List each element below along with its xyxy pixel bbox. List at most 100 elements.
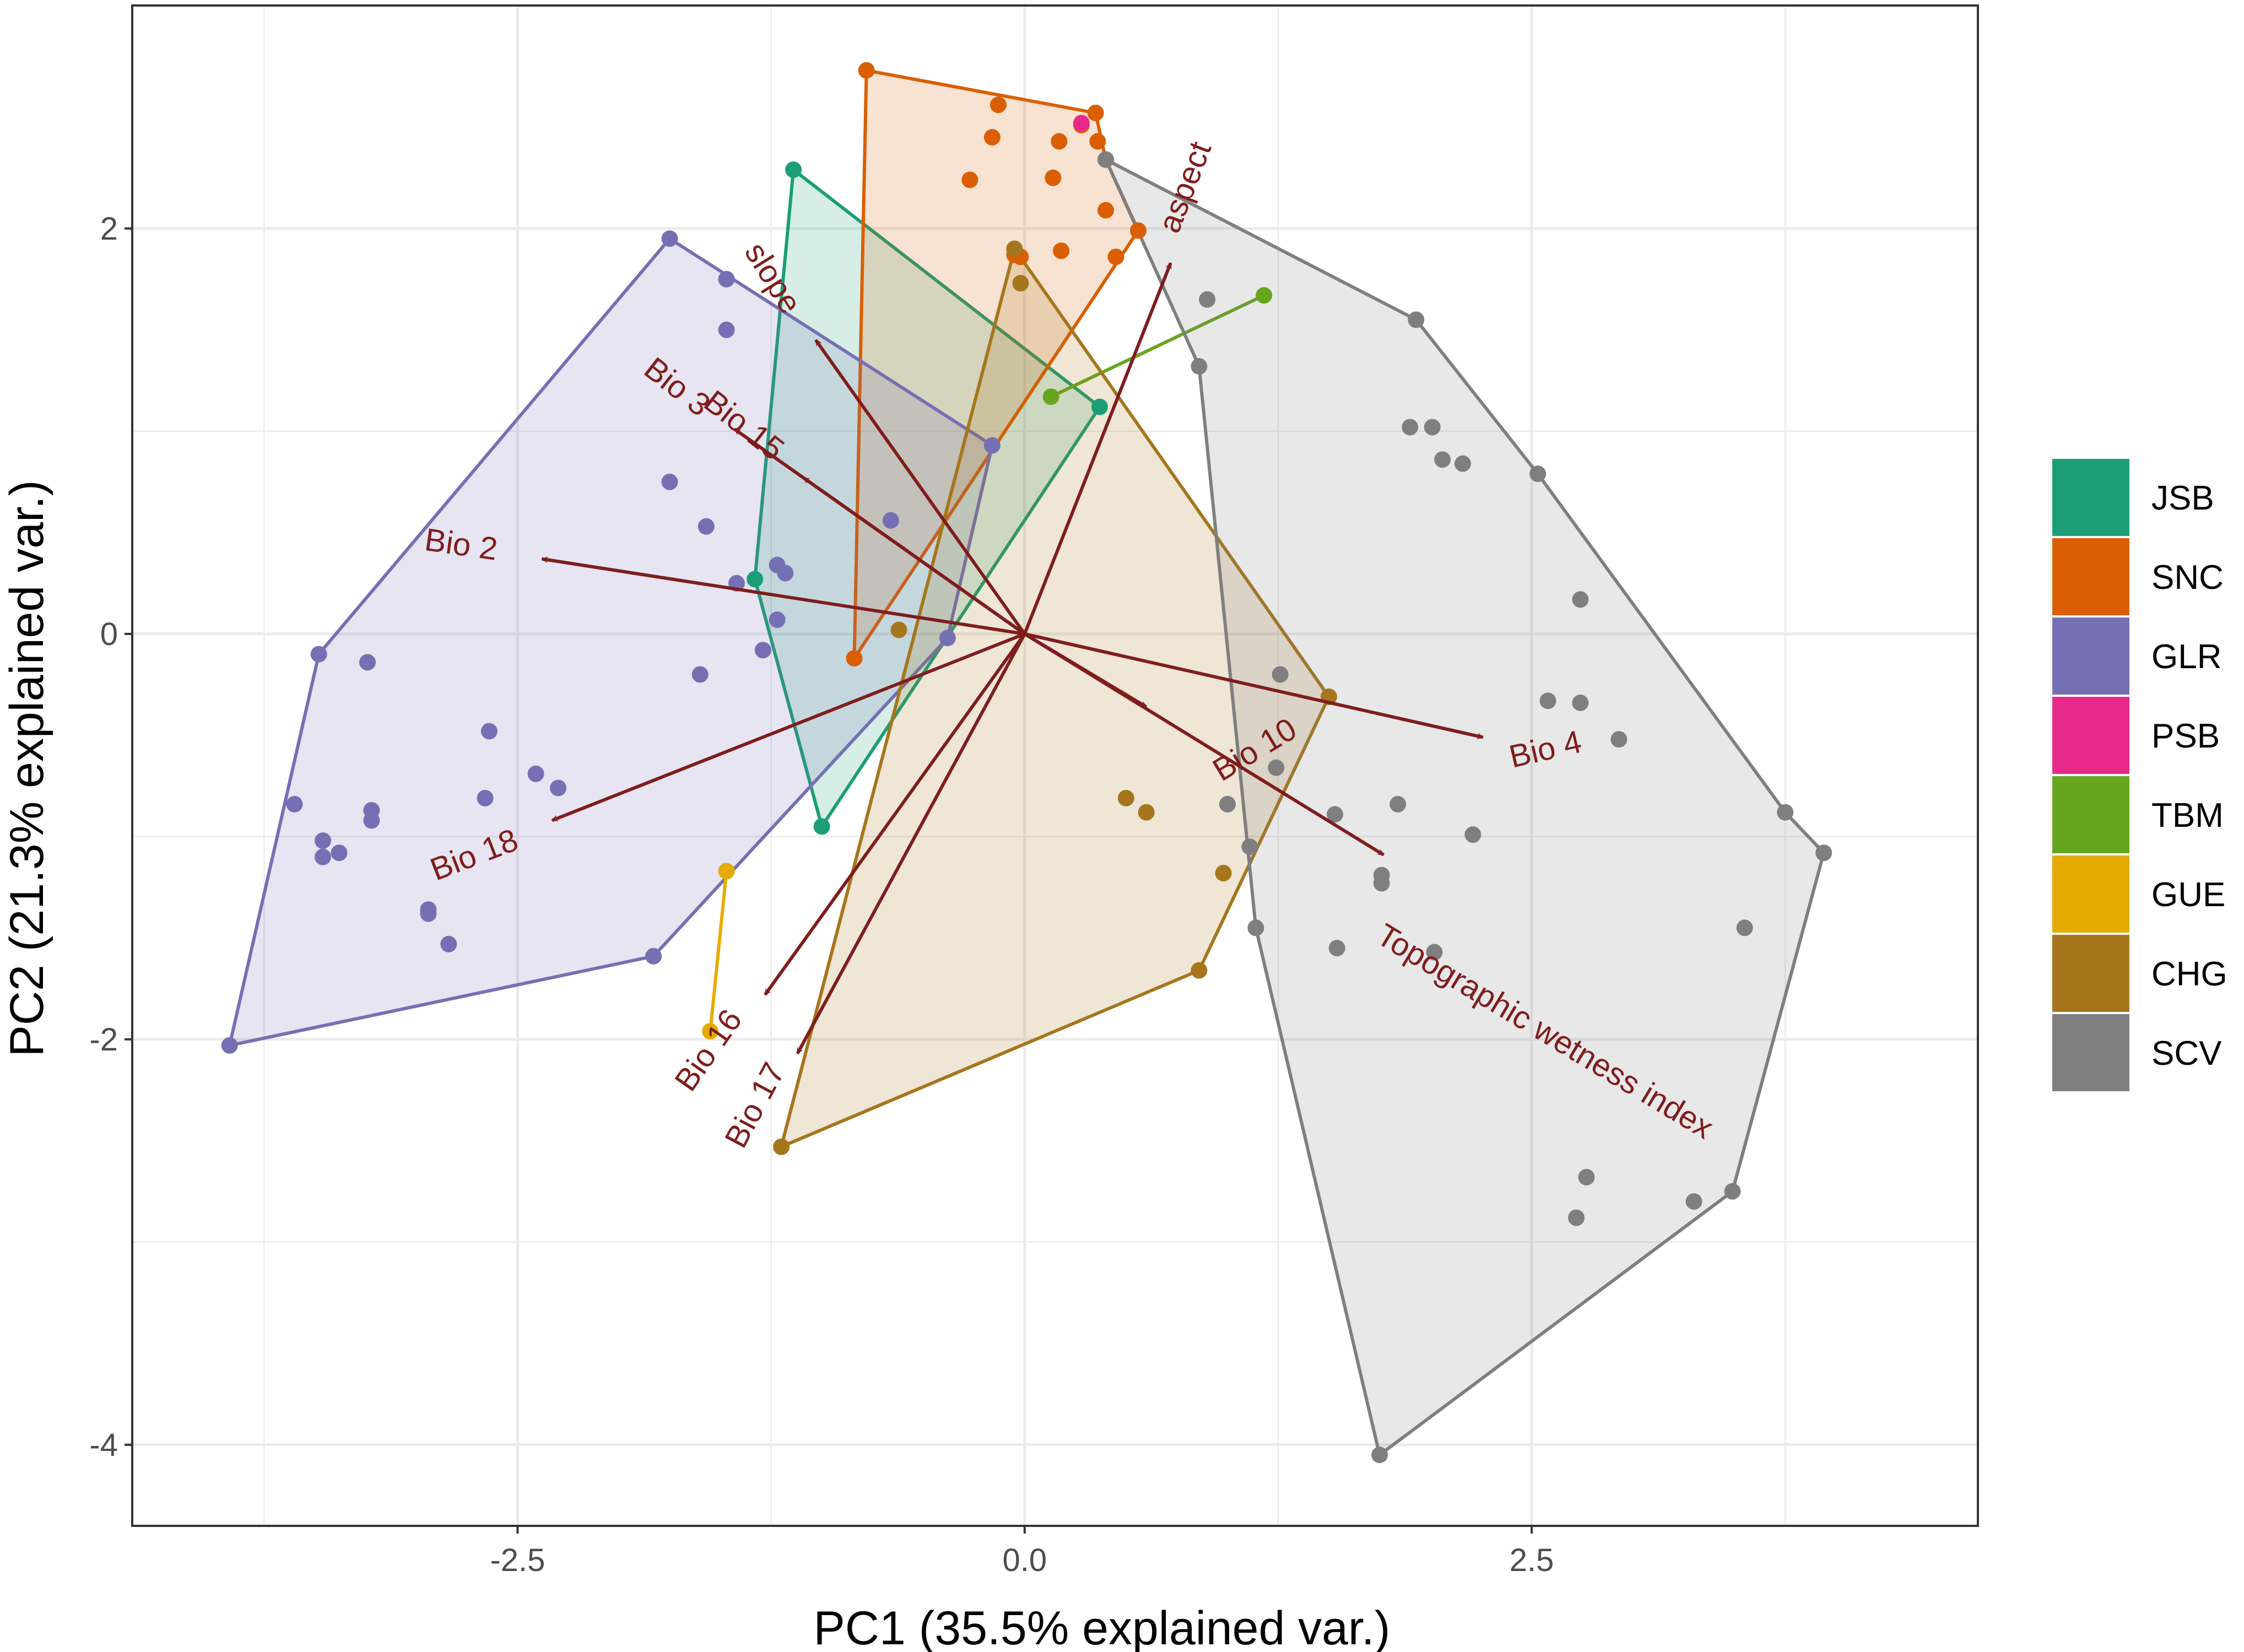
point-chg: [1006, 240, 1023, 257]
point-scv: [1241, 838, 1258, 855]
point-glr: [363, 812, 380, 829]
point-chg: [773, 1138, 790, 1155]
point-glr: [691, 666, 709, 683]
legend-key-tbm: [2052, 776, 2129, 853]
point-glr: [359, 654, 376, 671]
legend-key-jsb: [2052, 459, 2129, 536]
point-scv: [1529, 465, 1547, 483]
point-glr: [286, 795, 303, 813]
legend-key-gue: [2052, 855, 2129, 933]
point-gue: [718, 863, 735, 880]
grid: [132, 6, 1978, 1526]
hull-scv: [1104, 158, 1826, 1457]
y-tick-label: 0: [100, 616, 118, 652]
y-tick-label: 2: [100, 211, 118, 247]
point-scv: [1539, 692, 1556, 709]
point-snc: [1107, 248, 1124, 266]
legend-label-psb: PSB: [2151, 717, 2220, 755]
point-scv: [1426, 944, 1443, 961]
point-scv: [1610, 731, 1627, 748]
point-snc: [1045, 169, 1062, 186]
point-glr: [331, 844, 348, 862]
point-scv: [1272, 666, 1289, 683]
point-scv: [1373, 875, 1390, 892]
point-glr: [477, 789, 494, 806]
point-scv: [1464, 826, 1481, 843]
point-glr: [697, 518, 715, 535]
point-glr: [882, 512, 899, 529]
hull-tbm: [1050, 294, 1265, 398]
x-tick-label: -2.5: [490, 1542, 545, 1578]
point-glr: [718, 270, 735, 288]
loading-arrow-bio-18: [552, 632, 1025, 822]
axis-ticks: -2.5 0.0 2.5 -4 -2 0 2: [89, 211, 1554, 1578]
point-chg: [890, 621, 907, 638]
legend-key-scv: [2052, 1014, 2129, 1091]
point-scv: [1327, 806, 1344, 823]
point-scv: [1371, 1447, 1388, 1464]
loading-arrow-bio-15: [802, 476, 1026, 636]
legend-label-jsb: JSB: [2151, 479, 2214, 517]
point-scv: [1572, 591, 1589, 608]
legend-label-snc: SNC: [2151, 559, 2224, 597]
point-scv: [1736, 919, 1753, 936]
point-snc: [846, 649, 863, 667]
x-tick-label: 0.0: [1002, 1542, 1047, 1578]
point-psb: [1073, 115, 1090, 132]
point-gue: [702, 1023, 719, 1040]
y-tick-label: -2: [89, 1022, 118, 1058]
point-scv: [1434, 451, 1451, 468]
loading-arrow-aspect: [1023, 263, 1172, 635]
point-glr: [315, 832, 332, 849]
point-snc: [1087, 105, 1104, 122]
point-scv: [1389, 795, 1407, 813]
legend-label-scv: SCV: [2151, 1034, 2222, 1073]
loading-arrow-slope: [814, 339, 1026, 635]
point-glr: [661, 230, 678, 247]
point-jsb: [747, 571, 764, 588]
point-jsb: [813, 818, 830, 835]
point-scv: [1097, 151, 1115, 168]
point-glr: [480, 723, 498, 740]
point-chg: [1012, 275, 1029, 292]
loading-arrow-bio-4: [1024, 632, 1483, 738]
point-scv: [1777, 804, 1794, 821]
point-snc: [1051, 133, 1068, 150]
point-scv: [1424, 419, 1441, 436]
legend: JSB SNC GLR PSB TBM GUE CHG SCV: [2052, 459, 2227, 1091]
legend-key-psb: [2052, 697, 2129, 774]
point-snc: [858, 62, 875, 79]
point-scv: [1328, 940, 1345, 957]
data-points: [221, 62, 1832, 1464]
point-scv: [1219, 795, 1236, 813]
legend-label-tbm: TBM: [2151, 797, 2224, 835]
point-scv: [1578, 1169, 1595, 1186]
point-glr: [315, 848, 332, 865]
point-glr: [754, 642, 771, 659]
loading-arrow-topographic-wetness-index: [1024, 632, 1385, 857]
point-scv: [1268, 759, 1285, 776]
legend-label-glr: GLR: [2151, 638, 2221, 676]
point-glr: [983, 437, 1001, 454]
point-tbm: [1256, 287, 1273, 304]
point-jsb: [1091, 398, 1108, 415]
point-chg: [1215, 865, 1232, 882]
point-glr: [645, 947, 662, 965]
point-tbm: [1042, 388, 1059, 405]
point-glr: [777, 565, 794, 582]
point-glr: [661, 473, 678, 490]
x-tick-label: 2.5: [1510, 1542, 1554, 1578]
hull-gue: [709, 871, 728, 1032]
legend-label-chg: CHG: [2151, 955, 2227, 993]
point-glr: [939, 630, 956, 647]
point-scv: [1572, 694, 1589, 711]
point-scv: [1568, 1209, 1585, 1226]
point-glr: [527, 765, 544, 782]
loading-arrow-bio-16: [764, 633, 1026, 996]
point-scv: [1402, 419, 1419, 436]
y-axis-title: PC2 (21.3% explained var.): [1, 480, 53, 1057]
x-axis-title: PC1 (35.5% explained var.): [814, 1602, 1391, 1652]
point-glr: [440, 935, 457, 952]
point-snc: [983, 129, 1001, 146]
